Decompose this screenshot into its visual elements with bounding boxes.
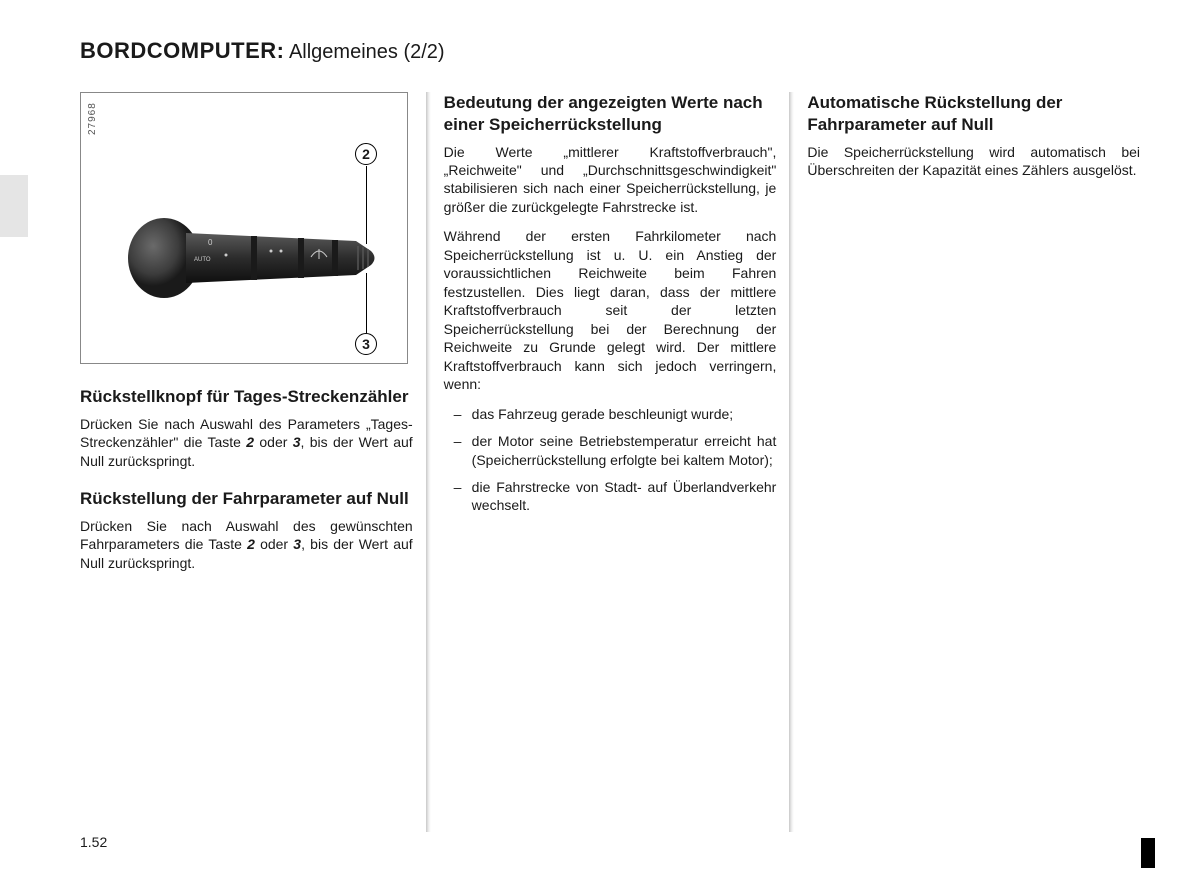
- stalk-figure: 27968: [80, 92, 408, 364]
- text-meaning-1: Die Werte „mittlerer Kraftstoffverbrauch…: [444, 143, 777, 217]
- column-3: Automatische Rückstellung der Fahrparame…: [794, 92, 1140, 832]
- callout-3: 3: [355, 333, 377, 355]
- list-item-1: das Fahrzeug gerade beschleunigt wurde;: [472, 405, 777, 423]
- column-1: 27968: [80, 92, 426, 832]
- wiper-stalk-icon: 0 AUTO: [126, 203, 386, 313]
- content-columns: 27968: [80, 92, 1140, 832]
- callout-2: 2: [355, 143, 377, 165]
- heading-meaning: Bedeutung der angezeigten Werte nach ein…: [444, 92, 777, 136]
- text-auto-reset: Die Speicherrückstellung wird automa­tis…: [807, 143, 1140, 180]
- list-item-2: der Motor seine Betriebstemperatur errei…: [472, 432, 777, 469]
- manual-page: BORDCOMPUTER: Allgemeines (2/2) 27968: [0, 0, 1200, 888]
- heading-auto-reset: Automatische Rückstellung der Fahrparame…: [807, 92, 1140, 136]
- callout-line-2: [366, 166, 367, 244]
- svg-text:AUTO: AUTO: [194, 257, 211, 263]
- page-number: 1.52: [80, 834, 107, 850]
- callout-line-3: [366, 273, 367, 333]
- meaning-list: das Fahrzeug gerade beschleunigt wurde; …: [444, 405, 777, 515]
- figure-id: 27968: [87, 102, 98, 135]
- section-param-reset: Rückstellung der Fahrparameter auf Null …: [80, 488, 413, 572]
- section-trip-reset: Rückstellknopf für Tages-Strecken­zähler…: [80, 386, 413, 470]
- text-trip-reset: Drücken Sie nach Auswahl des Parameters …: [80, 415, 413, 470]
- heading-trip-reset: Rückstellknopf für Tages-Strecken­zähler: [80, 386, 413, 408]
- page-title-row: BORDCOMPUTER: Allgemeines (2/2): [80, 38, 1140, 64]
- column-2: Bedeutung der angezeigten Werte nach ein…: [431, 92, 790, 832]
- page-title-sub: Allgemeines (2/2): [285, 41, 445, 63]
- text-param-reset: Drücken Sie nach Auswahl des gewünsch­te…: [80, 517, 413, 572]
- text-meaning-2: Während der ersten Fahrkilometer nach Sp…: [444, 227, 777, 393]
- list-item-3: die Fahrstrecke von Stadt- auf Über­land…: [472, 478, 777, 515]
- svg-text:0: 0: [208, 238, 213, 247]
- page-title-main: BORDCOMPUTER:: [80, 38, 285, 63]
- corner-mark: [1141, 838, 1155, 868]
- heading-param-reset: Rückstellung der Fahrparameter auf Null: [80, 488, 413, 510]
